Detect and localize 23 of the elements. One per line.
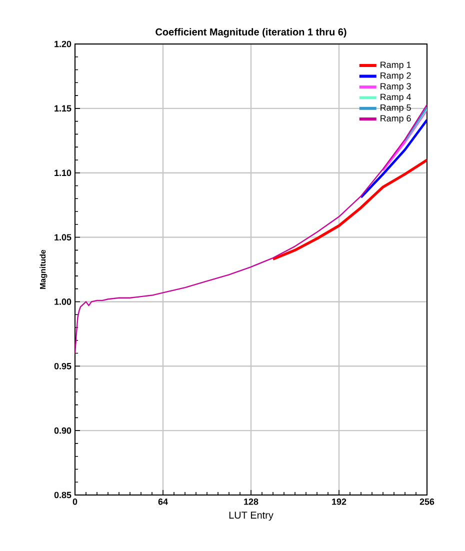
legend-label: Ramp 6 (380, 115, 411, 124)
legend-label: Ramp 4 (380, 94, 411, 102)
chart-title: Coefficient Magnitude (iteration 1 thru 6) (156, 28, 346, 38)
x-tick-label: 256 (420, 498, 434, 505)
legend-label: Ramp 5 (380, 104, 411, 113)
y-tick-label: 0.90 (54, 427, 72, 434)
x-axis-title: LUT Entry (229, 512, 274, 521)
y-tick-label: 0.85 (54, 492, 72, 498)
line-series (75, 104, 428, 354)
y-tick-label: 1.10 (54, 170, 72, 176)
line-series (272, 158, 428, 261)
y-tick-label: 1.05 (54, 234, 72, 240)
x-tick-label: 0 (72, 498, 78, 505)
legend-label: Ramp 1 (380, 62, 411, 70)
legend-label: Ramp 2 (380, 72, 411, 80)
y-tick-label: 1.00 (54, 298, 72, 305)
x-tick-label: 64 (158, 498, 168, 505)
y-tick-label: 1.15 (54, 105, 72, 112)
x-tick-label: 192 (332, 498, 346, 505)
y-tick-label: 0.95 (54, 362, 72, 370)
x-tick-label: 128 (244, 498, 258, 505)
legend-label: Ramp 3 (380, 83, 411, 92)
y-tick-label: 1.20 (54, 40, 72, 48)
